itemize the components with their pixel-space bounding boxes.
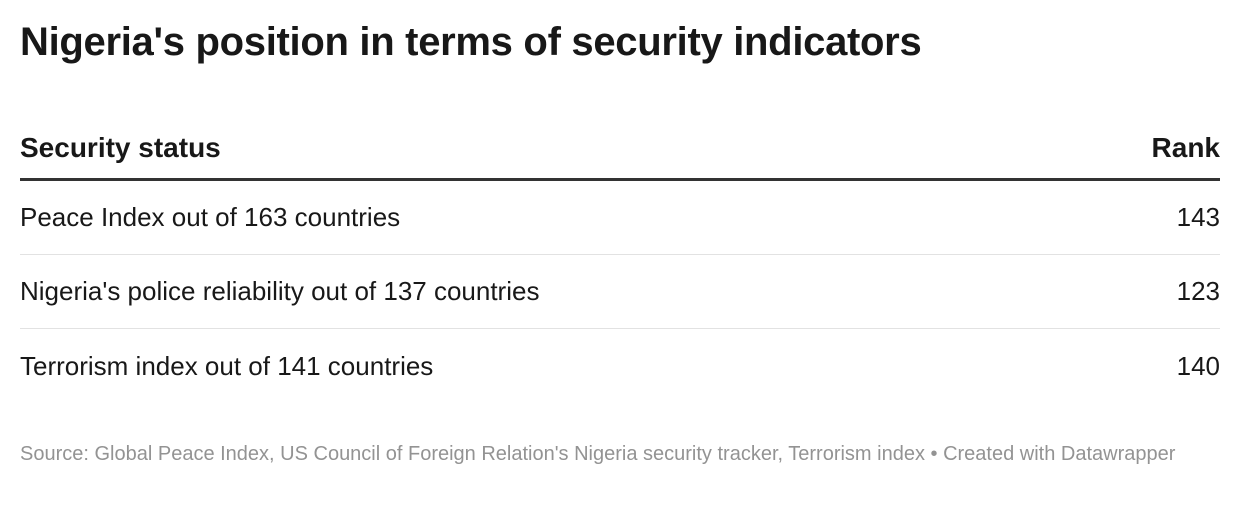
data-table: Security status Rank Peace Index out of … <box>20 118 1220 403</box>
column-header-security-status: Security status <box>20 132 221 163</box>
table-row: Peace Index out of 163 countries 143 <box>20 181 1220 255</box>
row-label: Terrorism index out of 141 countries <box>20 350 434 381</box>
table-row: Nigeria's police reliability out of 137 … <box>20 255 1220 329</box>
table-row: Terrorism index out of 141 countries 140 <box>20 329 1220 403</box>
row-label: Nigeria's police reliability out of 137 … <box>20 276 540 306</box>
row-value: 140 <box>1176 350 1220 381</box>
source-footer: Source: Global Peace Index, US Council o… <box>20 443 1176 465</box>
column-header-rank: Rank <box>1151 132 1220 163</box>
row-value: 123 <box>1176 276 1220 306</box>
row-value: 143 <box>1176 202 1220 232</box>
chart-title: Nigeria's position in terms of security … <box>20 20 922 64</box>
row-label: Peace Index out of 163 countries <box>20 202 401 232</box>
table-header: Security status Rank <box>20 118 1220 181</box>
